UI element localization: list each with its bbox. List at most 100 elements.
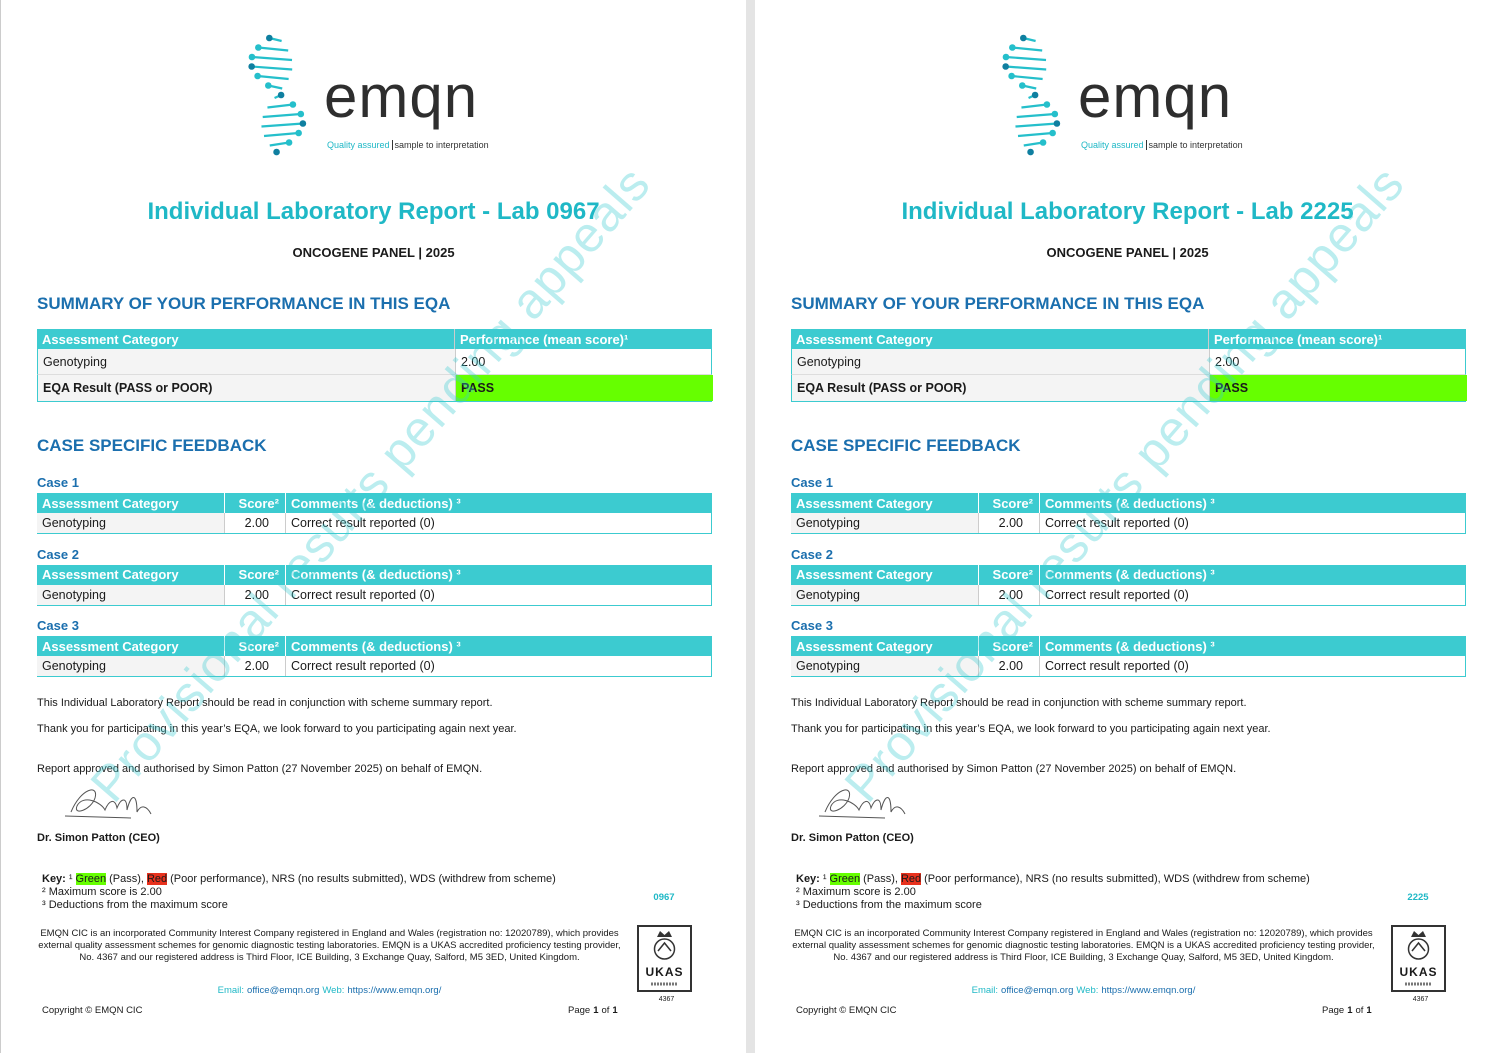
helix-dot (1049, 129, 1056, 137)
table-row: Genotyping 2.00 Correct result reported (0… (37, 584, 712, 606)
case-title: Case 1 (37, 475, 79, 490)
brand-tagline: Quality assured sample to interpretation (327, 140, 489, 150)
lab-code: 0967 (653, 892, 675, 903)
brand-name: emqn (1078, 63, 1233, 130)
report-subtitle: ONCOGENE PANEL | 2025 (292, 245, 455, 260)
web-label: Web: (1076, 985, 1099, 996)
helix-dot (277, 91, 285, 99)
tagline-lead: Quality assured (1081, 140, 1144, 150)
table-cell: Genotyping (791, 513, 978, 533)
table-cell: 2.00 (224, 656, 285, 676)
table-cell: Genotyping (37, 584, 224, 605)
helix-dot (254, 72, 261, 80)
ukas-badge: UKAS (637, 925, 692, 992)
ukas-crown-shape (657, 931, 672, 937)
case-title: Case 1 (791, 475, 833, 490)
table-cell: Correct result reported (0) (1039, 584, 1466, 605)
report-title: Individual Laboratory Report - Lab 2225 (901, 198, 1354, 225)
web-label: Web: (322, 985, 345, 996)
helix-dot (1043, 101, 1051, 108)
key-marker: ¹ (822, 873, 827, 885)
table-cell: 2.00 (224, 584, 285, 605)
key-red: Red (146, 873, 168, 885)
key-note: ³ Deductions from the maximum score (796, 899, 982, 911)
table-cell: Genotyping (791, 584, 978, 605)
helix-rung (267, 103, 294, 109)
helix-dot (295, 129, 302, 137)
helix-rung (251, 55, 293, 62)
paragraph: Thank you for participating in this year… (791, 723, 1271, 735)
table-row: Genotyping 2.00 (37, 349, 712, 375)
helix-dot (1020, 34, 1027, 42)
key-red: Red (900, 873, 922, 885)
signer: Dr. Simon Patton (CEO) (791, 832, 914, 844)
paragraph: This Individual Laboratory Report should… (37, 697, 493, 709)
table-cell: Assessment Category (42, 638, 179, 654)
table-row: Assessment Category Score² Comments (& ded… (791, 493, 1466, 513)
email: office@emqn.org (247, 985, 320, 996)
helix-rung (258, 46, 289, 52)
page-label: Page (1322, 1005, 1345, 1016)
table-cell: Comments (& deductions) ³ (285, 564, 712, 585)
helix-rung (1016, 112, 1055, 119)
paragraph: Report approved and authorised by Simon … (37, 763, 483, 775)
page-current: 1 (1347, 1005, 1353, 1016)
page-sep: of (1355, 1005, 1364, 1016)
table-cell: Comments (& deductions) ³ (1039, 564, 1466, 585)
helix-rung (1011, 74, 1043, 81)
table-cell: 2.00 (455, 349, 713, 374)
email: office@emqn.org (1001, 985, 1074, 996)
helix-dot (285, 139, 293, 146)
web: https://www.emqn.org/ (1101, 985, 1196, 996)
table-row: Assessment Category Score² Comments (& ded… (791, 636, 1466, 656)
copyright: Copyright © EMQN CIC (42, 1005, 143, 1016)
table-cell: Correct result reported (0) (1039, 513, 1466, 533)
table-row: Assessment Category Performance (mean sco… (791, 329, 1466, 349)
table-cell: Correct result reported (0) (285, 656, 712, 676)
ukas-lines (651, 982, 678, 986)
report-subtitle: ONCOGENE PANEL | 2025 (1046, 245, 1209, 260)
table-cell: PASS (455, 375, 713, 401)
key-rest: (Poor performance), NRS (no results subm… (924, 873, 1310, 885)
table-row: Genotyping 2.00 Correct result reported (0… (37, 513, 712, 534)
table-cell: Score² (978, 493, 1039, 513)
footer-text: EMQN CIC is an incorporated Community In… (38, 928, 621, 963)
ukas-mark: UKAS (645, 965, 684, 979)
page-sep: of (601, 1005, 610, 1016)
table-row: Genotyping 2.00 Correct result reported (0… (791, 513, 1466, 534)
helix-dot (1053, 120, 1061, 127)
report-page: emqn Quality assured sample to interpretat… (755, 0, 1500, 1053)
lab-code: 2225 (1407, 892, 1429, 903)
helix-rung (263, 131, 299, 138)
table-cell: 2.00 (978, 656, 1039, 676)
table-cell: Correct result reported (0) (285, 513, 712, 533)
helix-dot (273, 148, 280, 156)
table-cell: Genotyping (38, 349, 455, 374)
helix-rung (1012, 46, 1043, 52)
helix-rung (1005, 55, 1047, 62)
key-rest: (Poor performance), NRS (no results subm… (170, 873, 556, 885)
table-cell: Genotyping (37, 656, 224, 676)
ukas-crown-shape (1411, 931, 1426, 937)
helix-dot (1051, 110, 1059, 118)
case-title: Case 3 (37, 618, 79, 633)
helix-rung (1015, 122, 1057, 128)
table-cell: Genotyping (792, 349, 1209, 374)
ukas-crown (1407, 931, 1430, 960)
table-row: Genotyping 2.00 Correct result reported (0… (791, 584, 1466, 606)
case-title: Case 2 (791, 546, 833, 562)
helix-dot (248, 63, 255, 70)
key-green: Green (829, 873, 861, 885)
ukas-number: 4367 (1412, 996, 1429, 1003)
page-total: 1 (1366, 1005, 1372, 1016)
ukas-mark: UKAS (1399, 965, 1438, 979)
table-cell: Comments (& deductions) ³ (1039, 493, 1466, 513)
helix-dot (1008, 72, 1015, 80)
key-line: Key: ¹ Green (Pass), Red (Poor performance), … (42, 873, 556, 885)
table-cell: 2.00 (224, 513, 285, 533)
helix-dot (1031, 91, 1039, 99)
case-title: Case 2 (37, 546, 79, 562)
ukas-ring (653, 938, 676, 960)
table-row: Assessment Category Score² Comments (& ded… (791, 564, 1466, 585)
